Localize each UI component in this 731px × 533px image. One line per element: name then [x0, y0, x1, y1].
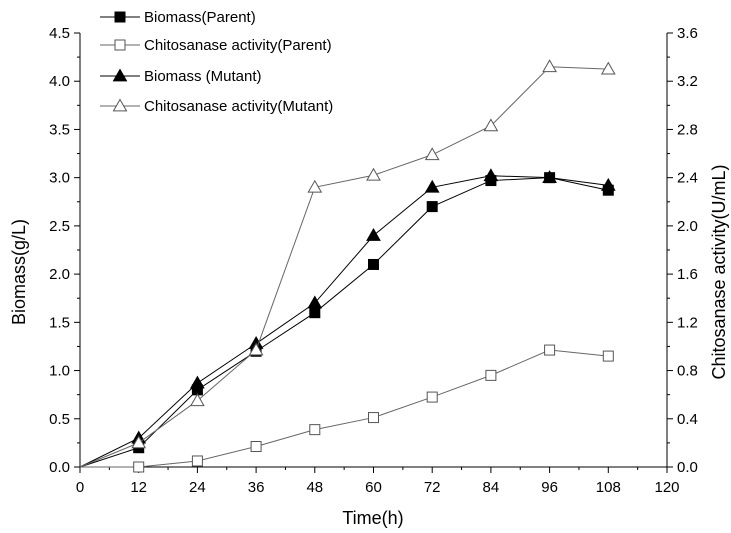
data-point [483, 118, 499, 132]
data-point [190, 393, 205, 407]
y2-tick-label: 1.2 [677, 314, 698, 331]
y-tick-label: 0.0 [49, 459, 70, 476]
y-tick-label: 3.5 [49, 121, 70, 138]
data-point [366, 167, 381, 181]
x-tick-label: 96 [541, 479, 558, 496]
data-point [368, 412, 379, 424]
legend-label: Biomass(Parent) [144, 9, 256, 26]
plot-area [79, 59, 616, 473]
legend-marker [114, 11, 126, 23]
legend-marker [114, 39, 126, 51]
series-3 [79, 59, 616, 468]
x-tick-label: 108 [596, 479, 621, 496]
data-point [544, 344, 556, 356]
y2-axis-label: Chitosanase activity(U/mL) [709, 164, 729, 379]
data-point [542, 170, 557, 184]
data-point [191, 455, 203, 467]
data-point [307, 179, 323, 193]
series-line [79, 177, 609, 468]
legend-label: Chitosanase activity(Parent) [144, 37, 332, 54]
data-point [309, 307, 321, 319]
y-tick-label: 4.5 [49, 25, 70, 42]
x-tick-label: 12 [130, 479, 147, 496]
data-point [426, 391, 438, 403]
data-point [542, 59, 557, 73]
y2-tick-label: 3.6 [677, 25, 698, 42]
x-tick-label: 48 [306, 479, 323, 496]
y-ticks: 0.0 0.5 1.0 1.5 2.0 2.5 3.0 3.5 4.0 4.5 [49, 25, 80, 476]
data-point [426, 201, 438, 213]
y-tick-label: 2.5 [49, 218, 70, 235]
y-tick-label: 0.5 [49, 411, 70, 428]
y2-tick-label: 2.0 [677, 218, 698, 235]
x-ticks: 0 12 24 36 48 60 72 84 96 108 120 [76, 467, 680, 496]
y2-tick-label: 1.6 [677, 266, 698, 283]
series-line [79, 175, 609, 468]
data-point [424, 147, 440, 161]
legend: Biomass(Parent) Chitosanase activity(Pare… [100, 9, 333, 115]
legend-marker [112, 98, 128, 112]
data-point [309, 424, 321, 436]
y2-tick-label: 0.4 [677, 411, 698, 428]
series-2 [79, 168, 616, 468]
x-tick-label: 36 [248, 479, 265, 496]
data-point [248, 342, 264, 356]
y2-tick-label: 0.8 [677, 363, 698, 380]
legend-label: Biomass (Mutant) [144, 68, 262, 85]
legend-marker [112, 68, 128, 82]
y2-ticks: 0.0 0.4 0.8 1.2 1.6 2.0 2.4 2.8 3.2 3.6 [667, 25, 698, 476]
y-tick-label: 4.0 [49, 73, 70, 90]
data-point [600, 61, 616, 75]
y-tick-label: 1.5 [49, 314, 70, 331]
x-tick-label: 60 [365, 479, 382, 496]
data-point [250, 441, 262, 453]
x-tick-label: 120 [654, 479, 679, 496]
series-line [80, 349, 609, 468]
y2-tick-label: 2.8 [677, 121, 698, 138]
y2-tick-label: 0.0 [677, 459, 698, 476]
data-point [131, 435, 147, 449]
y-tick-label: 2.0 [49, 266, 70, 283]
series-1 [80, 344, 614, 473]
data-point [307, 295, 323, 309]
y2-tick-label: 2.4 [677, 170, 698, 187]
y2-tick-label: 3.2 [677, 73, 698, 90]
data-point [600, 177, 616, 191]
x-tick-label: 24 [189, 479, 206, 496]
data-point [366, 228, 381, 241]
legend-label: Chitosanase activity(Mutant) [144, 98, 333, 115]
data-point [602, 350, 614, 362]
data-point [368, 258, 379, 270]
series-line [79, 66, 609, 468]
y-tick-label: 1.0 [49, 363, 70, 380]
data-point [190, 375, 205, 389]
data-point [424, 179, 440, 193]
data-point [133, 461, 145, 473]
x-tick-label: 84 [483, 479, 500, 496]
x-axis-label: Time(h) [342, 508, 403, 528]
y-tick-label: 3.0 [49, 170, 70, 187]
x-tick-label: 72 [424, 479, 441, 496]
x-tick-label: 0 [76, 479, 84, 496]
data-point [485, 369, 497, 381]
data-point [483, 168, 499, 182]
y-axis-label: Biomass(g/L) [9, 219, 29, 325]
